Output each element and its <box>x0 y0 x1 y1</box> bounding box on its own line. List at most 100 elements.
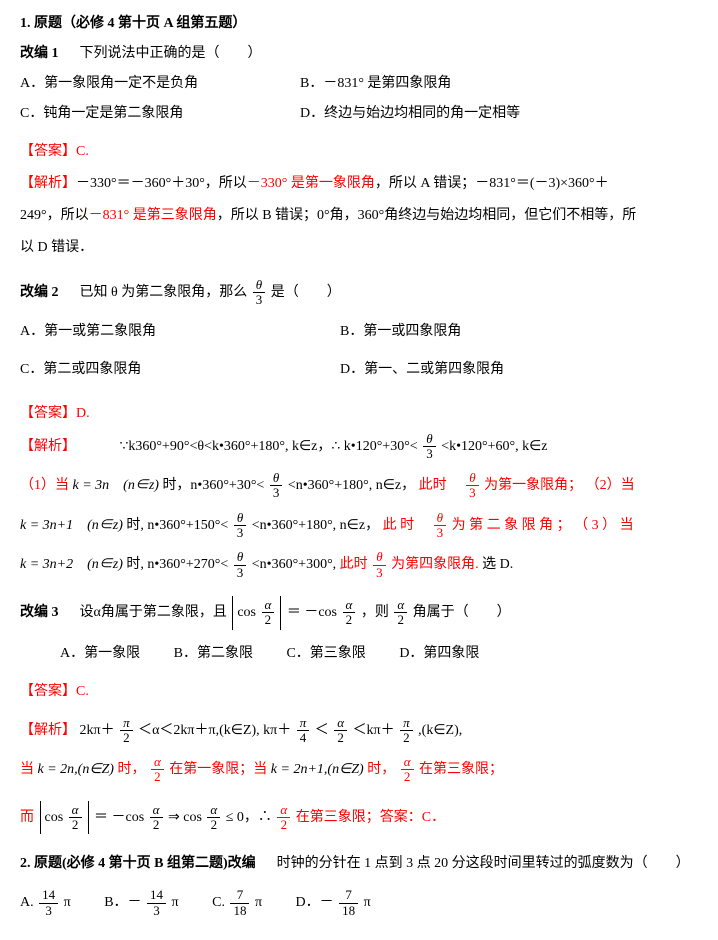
num: π <box>297 716 310 731</box>
den: 2 <box>69 818 82 832</box>
num: θ <box>434 511 447 526</box>
num: 7 <box>230 888 249 903</box>
num: θ <box>234 511 247 526</box>
num: α <box>277 803 290 818</box>
den: 2 <box>120 731 133 745</box>
num: α <box>207 803 220 818</box>
t: k = 2n+1,(n∈Z) <box>271 762 364 777</box>
t: ,(k∈Z), <box>418 723 462 738</box>
t: 时, n•360°+270°< <box>126 557 228 572</box>
t: 以 D 错误． <box>20 240 93 255</box>
t: <n•360°+180°, n∈z， <box>288 478 415 493</box>
q1-sub2-opts-row2: C．第二或四象限角 D．第一、二或第四象限角 <box>20 356 698 384</box>
answer-val: C. <box>76 144 89 159</box>
q2-opts: A. 143 π B．－ 143 π C. 718 π D．－ 718 π <box>20 888 698 918</box>
den: 2 <box>150 818 163 832</box>
num: 14 <box>39 888 58 903</box>
t: ，所以 A 错误；－831°＝(－3)×360°＋ <box>375 176 609 191</box>
t: 时， <box>117 762 145 777</box>
q1-sub1-answer: 【答案】C. <box>20 138 698 166</box>
num: α <box>150 803 163 818</box>
q1-sub3-line1: 【解析】 2kπ＋ π2 ＜α＜2kπ＋π,(k∈Z), kπ＋ π4 ＜ α2… <box>20 716 698 746</box>
t: B．－ <box>104 895 141 910</box>
den: 3 <box>234 566 247 580</box>
t: 在第三象限；答案：C． <box>296 810 445 825</box>
frac: π2 <box>120 716 133 746</box>
q1-sub2-stem: 改编 2 已知 θ 为第二象限角，那么 θ3 是（ ） <box>20 278 698 308</box>
frac: θ3 <box>434 511 447 541</box>
frac: θ3 <box>270 471 283 501</box>
t: ⇒ cos <box>168 810 202 825</box>
t: 为 第 二 象 限 角 ； <box>452 518 571 533</box>
t: 249°，所以 <box>20 208 89 223</box>
opt-c: C．钝角一定是第二象限角 <box>20 100 300 128</box>
frac: π4 <box>297 716 310 746</box>
t: 选 D. <box>482 557 513 572</box>
num: α <box>394 598 407 613</box>
frac: α2 <box>343 598 356 628</box>
q2-title: 2. 原题(必修 4 第十页 B 组第二题)改编 时钟的分针在 1 点到 3 点… <box>20 850 698 878</box>
t: 此时 <box>340 557 368 572</box>
q1-sub2-case2: k = 3n+1 (n∈z) 时, n•360°+150°< θ3 <n•360… <box>20 511 698 541</box>
t: 为第一象限角； <box>484 478 582 493</box>
den: 3 <box>147 904 166 918</box>
abs-icon: cos α2 <box>40 801 89 835</box>
frac: 718 <box>339 888 358 918</box>
den: 2 <box>400 731 413 745</box>
num: θ <box>234 550 247 565</box>
q1-sub2-case1: （1）当 k = 3n (n∈z) 时，n•360°+30°< θ3 <n•36… <box>20 471 698 501</box>
frac: θ3 <box>466 471 479 501</box>
cos: cos <box>45 810 64 825</box>
den: 3 <box>423 447 436 461</box>
den: 3 <box>253 293 266 307</box>
num: α <box>343 598 356 613</box>
den: 2 <box>207 818 220 832</box>
num: α <box>334 716 347 731</box>
q1-sub2-line1: 【解析】 ∵k360°+90°<θ<k•360°+180°, k∈z，∴ k•1… <box>20 432 698 462</box>
t: k = 3n+1 (n∈z) <box>20 518 123 533</box>
answer-label: 【答案】 <box>20 144 76 159</box>
t: 时， <box>367 762 395 777</box>
num: θ <box>466 471 479 486</box>
t: 在第三象限； <box>419 762 503 777</box>
den: 2 <box>262 613 275 627</box>
answer-label: 【答案】 <box>20 684 76 699</box>
t: 已知 θ 为第二象限角，那么 <box>80 285 248 300</box>
t: 此时 <box>419 478 461 493</box>
t: k = 3n (n∈z) <box>73 478 159 493</box>
num: α <box>401 755 414 770</box>
opt-d: D．第一、二或第四象限角 <box>340 356 620 384</box>
den: 2 <box>401 770 414 784</box>
t: 2kπ＋ <box>80 723 115 738</box>
frac: α2 <box>401 755 414 785</box>
t: π <box>364 895 371 910</box>
q1-sub1-explain-2: 249°，所以－831° 是第三象限角，所以 B 错误；0°角，360°角终边与… <box>20 202 698 230</box>
t: ，则 <box>361 605 389 620</box>
opt-c: C．第二或四象限角 <box>20 356 340 384</box>
t: A. <box>20 895 34 910</box>
num: α <box>262 598 275 613</box>
t: k = 3n+2 (n∈z) <box>20 557 123 572</box>
num: θ <box>373 550 386 565</box>
q1-sub2-answer: 【答案】D. <box>20 400 698 428</box>
t: C. <box>212 895 225 910</box>
num: θ <box>423 432 436 447</box>
den: 4 <box>297 731 310 745</box>
cos: cos <box>237 605 256 620</box>
den: 3 <box>373 566 386 580</box>
den: 3 <box>466 486 479 500</box>
frac: 718 <box>230 888 249 918</box>
answer-val: C. <box>76 684 89 699</box>
opt-a: A．第一或第二象限角 <box>20 318 340 346</box>
t: 为第四象限角. <box>391 557 479 572</box>
t: 时，n•360°+30°< <box>162 478 264 493</box>
opt-b: B．－ 143 π <box>104 888 178 918</box>
num: α <box>151 755 164 770</box>
t: <k•120°+60°, k∈z <box>441 439 547 454</box>
opt-c: C. 718 π <box>212 888 262 918</box>
frac: α2 <box>69 803 82 833</box>
t: －330°＝－360°＋30°，所以 <box>76 176 247 191</box>
sub3-label: 改编 3 <box>20 605 59 620</box>
q1-sub3-line3: 而 cos α2 ＝ －cos α2 ⇒ cos α2 ≤ 0，∴ α2 在第三… <box>20 801 698 835</box>
abs-icon: cos α2 <box>232 596 281 630</box>
